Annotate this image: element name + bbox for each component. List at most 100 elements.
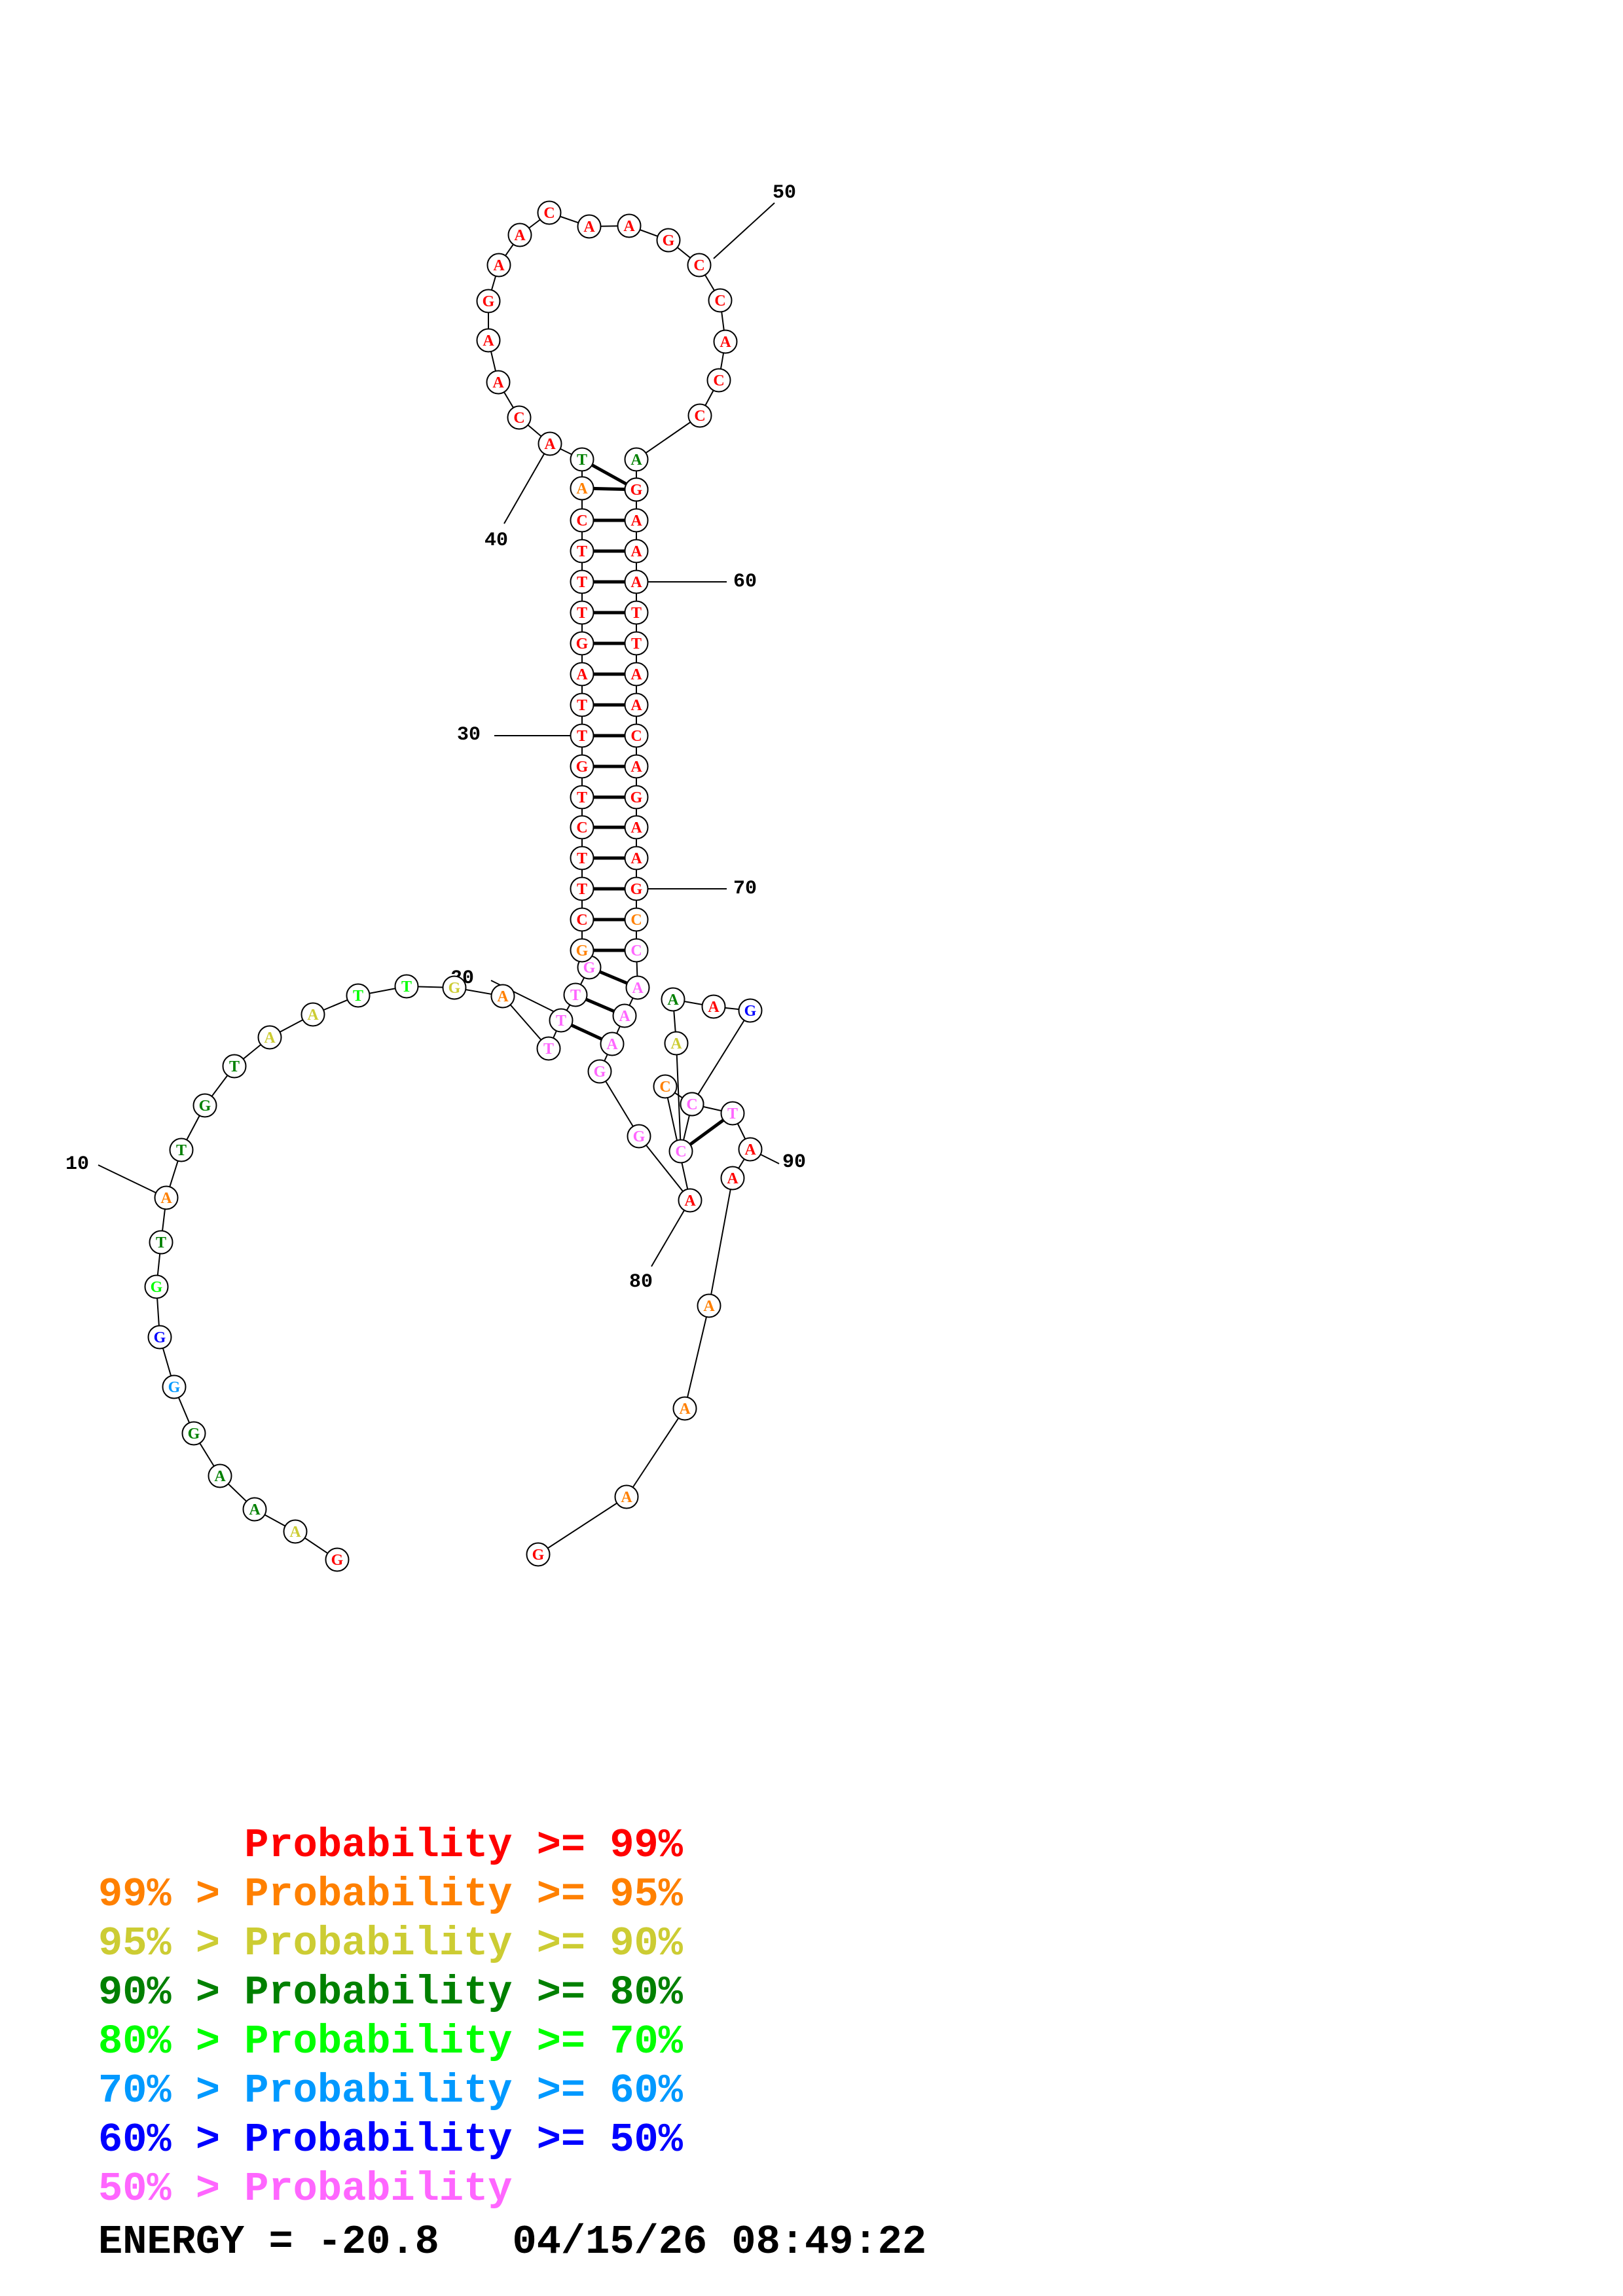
nucleotide-circle (476, 328, 501, 353)
tick-line (98, 1164, 167, 1198)
nucleotide-circle (624, 447, 649, 472)
nucleotide-circle (713, 329, 738, 354)
nucleotide-circle (570, 815, 594, 840)
nucleotide-base: T (577, 605, 587, 622)
nucleotide-circle (624, 508, 649, 533)
backbone-lines (156, 212, 751, 1560)
nucleotide-30: G (570, 754, 594, 779)
nucleotide-45: G (476, 289, 501, 314)
nucleotide-circle (536, 1036, 561, 1061)
nucleotide-base: A (727, 1170, 739, 1187)
nucleotide-13: T (222, 1054, 247, 1079)
nucleotide-circle (624, 631, 649, 656)
nucleotide-16: T (346, 983, 371, 1008)
nucleotide-31: T (570, 723, 594, 748)
nucleotide-8: G (144, 1274, 169, 1299)
nucleotide-49: A (577, 214, 602, 239)
nucleotide-circle (549, 1008, 574, 1033)
nucleotide-50: A (617, 213, 642, 238)
nucleotide-63: T (624, 600, 649, 625)
nucleotide-base: G (168, 1379, 181, 1396)
tick-line (713, 202, 775, 259)
nucleotide-base: G (744, 1003, 757, 1020)
nucleotide-17: T (394, 974, 419, 999)
backbone-segment (676, 1043, 682, 1152)
nucleotide-37: T (570, 539, 594, 564)
nucleotide-circle (570, 508, 594, 533)
nucleotide-base: C (659, 1079, 670, 1096)
nucleotide-base: C (694, 408, 705, 425)
nucleotide-base: T (577, 697, 587, 714)
nucleotide-circle (486, 253, 511, 278)
nucleotide-circle (625, 975, 650, 1000)
nucleotide-base: A (670, 1035, 682, 1052)
legend-row: 95% > Probability >= 90% (98, 1920, 683, 1967)
nucleotide-18: G (442, 975, 467, 1000)
nucleotide-base: G (630, 881, 643, 898)
nucleotide-94: A (614, 1484, 639, 1509)
nucleotide-circle (738, 998, 763, 1023)
nucleotide-circle (668, 1139, 693, 1164)
nucleotide-circle (570, 600, 594, 625)
nucleotide-33: A (570, 662, 594, 687)
nucleotide-base: G (154, 1329, 166, 1346)
nucleotide-base: T (156, 1234, 166, 1251)
nucleotide-circle (653, 1074, 678, 1099)
nucleotide-circle (570, 723, 594, 748)
nucleotide-90: A (738, 1137, 763, 1162)
nucleotide-2: A (283, 1519, 308, 1544)
nucleotide-circle (222, 1054, 247, 1079)
nucleotide-76: A (612, 1003, 637, 1028)
backbone-segment (538, 1496, 627, 1555)
nucleotide-base: G (663, 232, 675, 249)
nucleotide-81: C (653, 1074, 678, 1099)
nucleotide-circle (701, 994, 726, 1019)
nucleotide-base: A (576, 480, 588, 497)
nucleotide-circle (526, 1542, 551, 1567)
nucleotide-base: G (199, 1098, 211, 1115)
nucleotide-base: C (576, 912, 587, 929)
legend-row: Probability >= 99% (98, 1822, 683, 1869)
nucleotide-base: G (576, 636, 589, 653)
nucleotide-32: T (570, 692, 594, 717)
nucleotide-base: A (493, 257, 505, 274)
nucleotide-base: C (576, 819, 587, 836)
nucleotide-circle (720, 1166, 745, 1191)
nucleotide-base: T (229, 1058, 240, 1075)
nucleotide-51: G (656, 228, 681, 253)
nucleotide-circle (624, 876, 649, 901)
nucleotide-base: C (513, 410, 524, 427)
nucleotide-42: C (507, 405, 532, 430)
nucleotide-circle (181, 1421, 206, 1446)
nucleotide-circle (697, 1293, 721, 1318)
backbone-segment (684, 1305, 710, 1409)
backbone-segment (599, 1071, 640, 1137)
nucleotide-base: G (331, 1552, 344, 1569)
nucleotide-57: A (624, 447, 649, 472)
nucleotide-base: A (583, 219, 595, 236)
nucleotide-base: T (577, 543, 587, 560)
nucleotide-circle (325, 1547, 350, 1572)
nucleotide-circle (617, 213, 642, 238)
nucleotide-26: T (570, 876, 594, 901)
nucleotide-base: G (576, 759, 589, 776)
nucleotide-circle (346, 983, 371, 1008)
nucleotide-circle (624, 723, 649, 748)
nucleotide-circle (442, 975, 467, 1000)
nucleotide-10: A (154, 1185, 179, 1210)
nucleotide-circle (301, 1002, 325, 1027)
nucleotide-circle (664, 1031, 689, 1056)
nucleotide-circle (570, 476, 594, 501)
nucleotide-base: A (632, 980, 644, 997)
nucleotide-circle (570, 631, 594, 656)
nucleotide-base: G (448, 980, 461, 997)
nucleotide-base: C (630, 728, 642, 745)
nucleotide-circle (612, 1003, 637, 1028)
nucleotide-circle (587, 1059, 612, 1084)
nucleotide-56: C (687, 403, 712, 428)
backbone-segment (708, 1177, 733, 1306)
nucleotide-base: A (621, 1489, 632, 1506)
nucleotide-87: G (738, 998, 763, 1023)
nucleotide-circle (476, 289, 501, 314)
